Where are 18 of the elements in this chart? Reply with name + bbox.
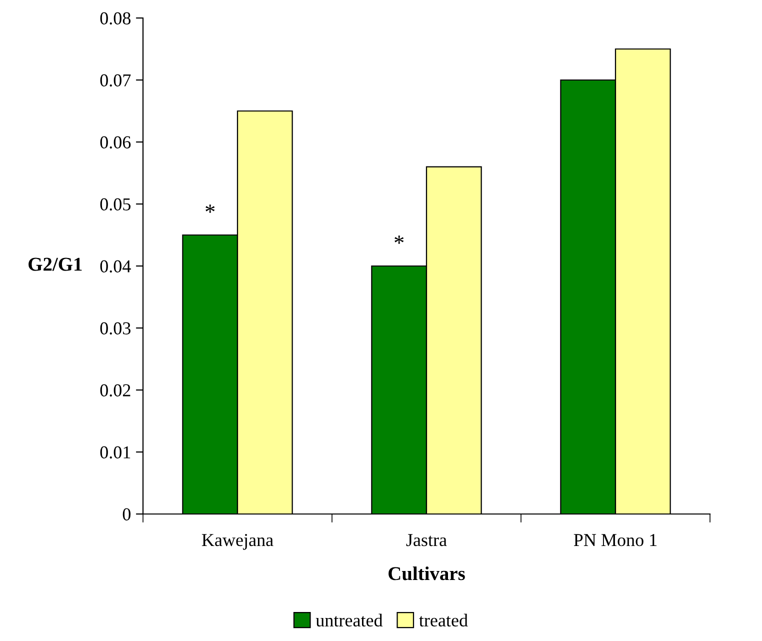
- x-axis-title: Cultivars: [388, 566, 465, 580]
- y-tick-label: 0.08: [100, 12, 131, 25]
- y-tick-label: 0.03: [100, 322, 130, 335]
- y-tick-label: 0.02: [100, 384, 130, 397]
- annotation: *: [394, 236, 404, 244]
- y-tick-label: 0.05: [100, 198, 130, 211]
- y-tick-label: 0.01: [100, 446, 130, 459]
- x-tick-label: Jastra: [406, 534, 447, 546]
- annotation: *: [206, 204, 215, 213]
- legend-label: treated: [419, 614, 468, 626]
- y-axis-title: G2/G1: [28, 258, 82, 271]
- y-tick-label: 0.06: [100, 136, 131, 149]
- legend-label: untreated: [316, 614, 383, 626]
- x-tick-label: PN Mono 1: [574, 534, 657, 546]
- x-tick-label: Kawejana: [202, 534, 274, 550]
- y-tick-label: 0.07: [100, 74, 131, 87]
- y-tick-label: 0: [122, 508, 131, 520]
- y-tick-label: 0.04: [100, 260, 131, 273]
